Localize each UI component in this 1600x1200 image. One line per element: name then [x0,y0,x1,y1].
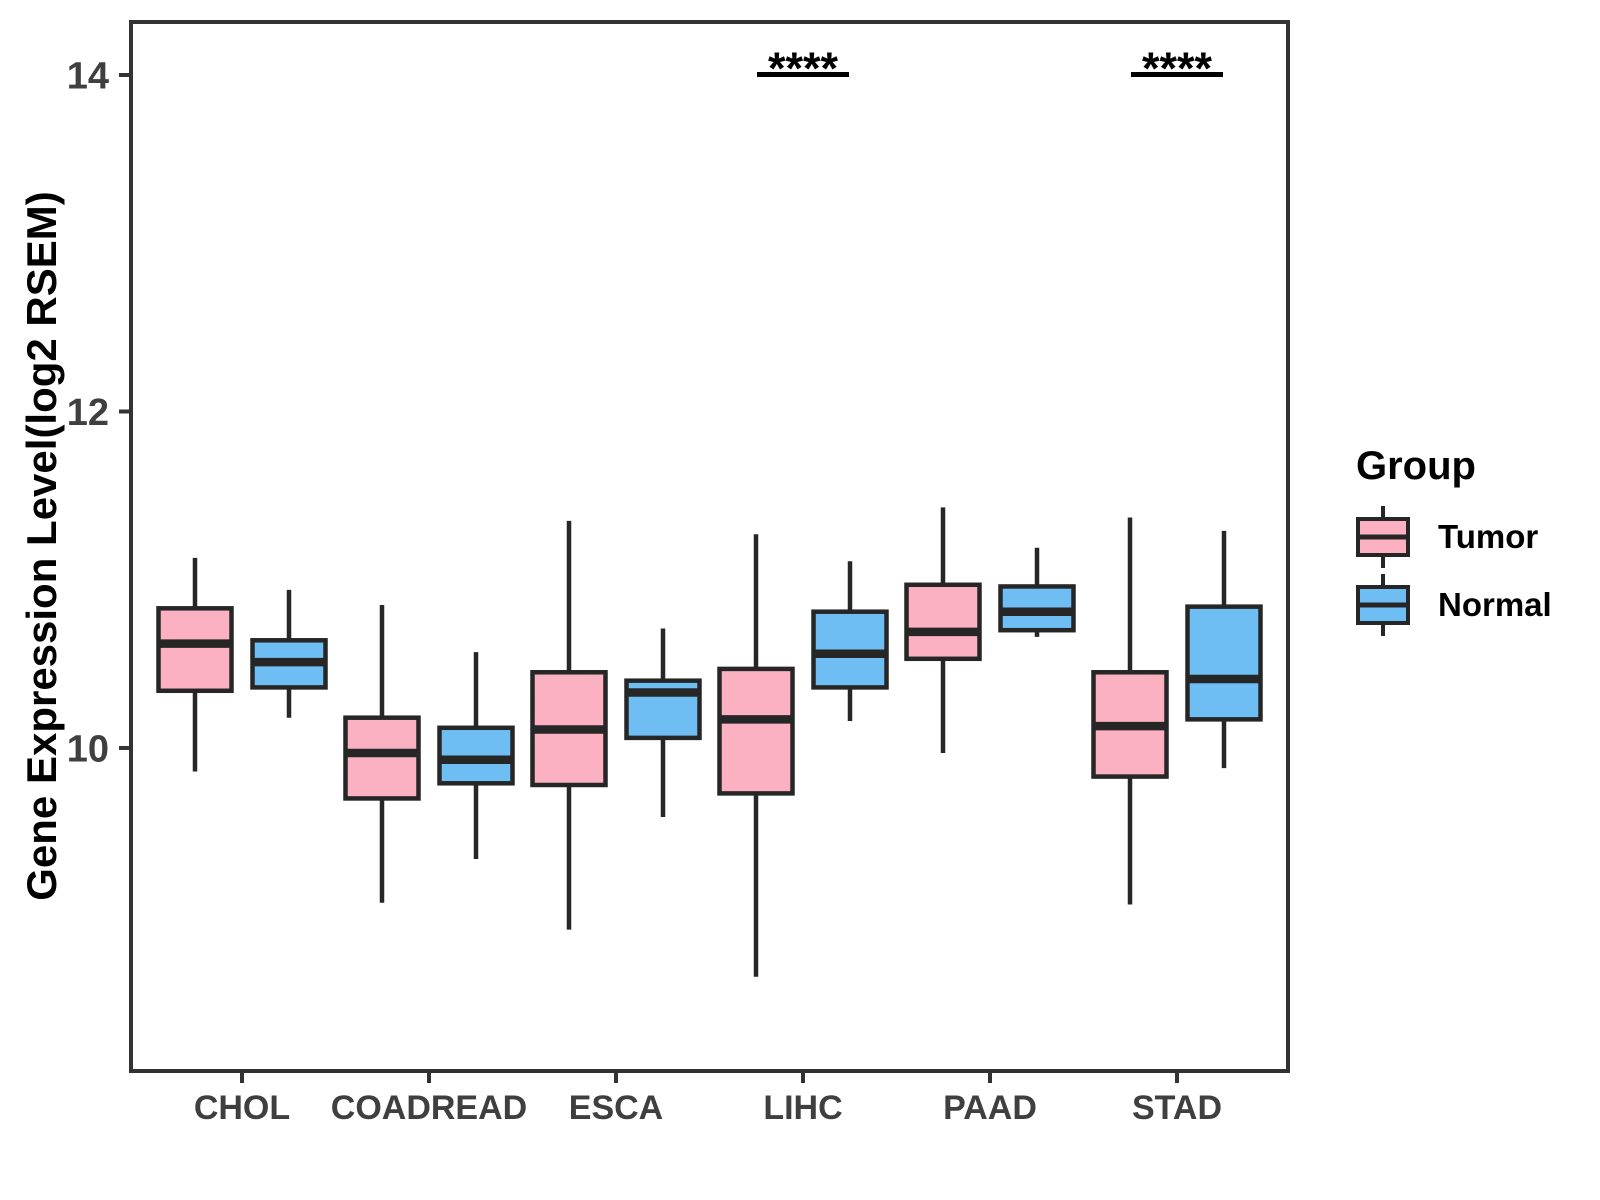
x-tick-label-LIHC: LIHC [763,1089,842,1127]
x-tick-label-CHOL: CHOL [194,1089,290,1127]
legend-key-glyph [1356,574,1410,636]
box-tumor-COADREAD [343,715,421,801]
panel-border [129,20,1290,1073]
box-tumor-LIHC [717,666,795,796]
legend-key-glyph [1356,506,1410,568]
box-normal-STAD [1185,604,1263,722]
y-tick-label-12: 12 [67,392,109,434]
legend-item-normal: Normal [1356,573,1552,637]
legend-title: Group [1356,444,1476,488]
legend-label-tumor: Tumor [1438,518,1539,555]
significance-label-STAD: **** [1142,43,1213,94]
y-tick-label-10: 10 [67,728,109,770]
legend-key-normal-icon [1356,574,1410,636]
legend-item-tumor: Tumor [1356,505,1552,569]
legend: Group Tumor Normal [1356,444,1552,641]
significance-label-LIHC: **** [768,43,839,94]
x-tick-label-STAD: STAD [1132,1089,1222,1127]
x-tick-label-COADREAD: COADREAD [331,1089,527,1127]
box-tumor-CHOL [156,606,234,694]
x-tick-label-PAAD: PAAD [943,1089,1037,1127]
y-tick-label-14: 14 [67,55,109,97]
legend-label-normal: Normal [1438,586,1552,623]
box-tumor-PAAD [904,582,982,662]
legend-key-tumor-icon [1356,506,1410,568]
x-tick-label-ESCA: ESCA [569,1089,663,1127]
